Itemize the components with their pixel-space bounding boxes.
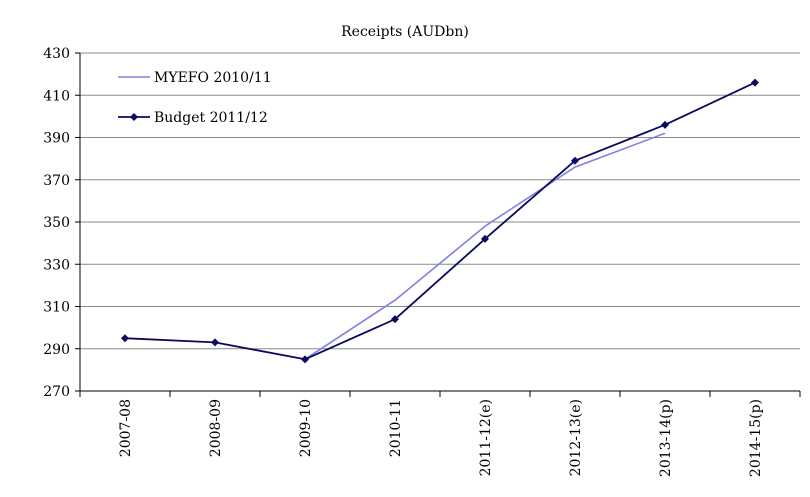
x-tick-label: 2009-10 (298, 399, 314, 457)
x-tick-label: 2010-11 (388, 399, 404, 457)
y-tick-label: 290 (43, 342, 70, 358)
y-tick-label: 390 (43, 131, 70, 147)
data-point-marker (661, 120, 669, 129)
series-line-budget (124, 81, 756, 361)
data-point-marker (121, 334, 129, 343)
legend-label-budget: Budget 2011/12 (154, 110, 268, 126)
data-point-marker (391, 315, 399, 324)
legend-marker-budget (130, 113, 138, 121)
data-point-marker (301, 355, 309, 364)
x-tick-label: 2012-13(e) (568, 399, 584, 476)
x-axis-ticks: 2007-08 2008-09 2009-10 2010-11 2011-12(e) 20… (79, 391, 801, 477)
data-point-marker (751, 78, 759, 87)
y-axis-ticks: 270 290 310 330 350 370 390 410 430 (43, 46, 80, 400)
legend-label-myefo: MYEFO 2010/11 (154, 70, 272, 86)
chart-title: Receipts (AUDbn) (341, 24, 469, 40)
series-layer (121, 78, 759, 364)
x-tick-label: 2007-08 (118, 399, 134, 457)
y-tick-label: 430 (43, 46, 70, 62)
y-tick-label: 310 (43, 300, 70, 316)
x-tick-label: 2008-09 (208, 399, 224, 457)
y-tick-label: 350 (43, 215, 70, 231)
x-tick-label: 2014-15(p) (748, 399, 764, 477)
data-point-marker (211, 338, 219, 347)
legend: MYEFO 2010/11 Budget 2011/12 (118, 70, 272, 126)
series-line-myefo (304, 132, 666, 360)
y-tick-label: 330 (43, 257, 70, 273)
y-tick-label: 410 (43, 88, 70, 104)
data-point-marker (481, 234, 489, 243)
data-point-marker (571, 156, 579, 165)
gridlines (80, 52, 800, 350)
y-tick-label: 270 (43, 384, 70, 400)
x-tick-label: 2013-14(p) (658, 399, 674, 477)
y-tick-label: 370 (43, 173, 70, 189)
x-tick-label: 2011-12(e) (478, 399, 494, 476)
